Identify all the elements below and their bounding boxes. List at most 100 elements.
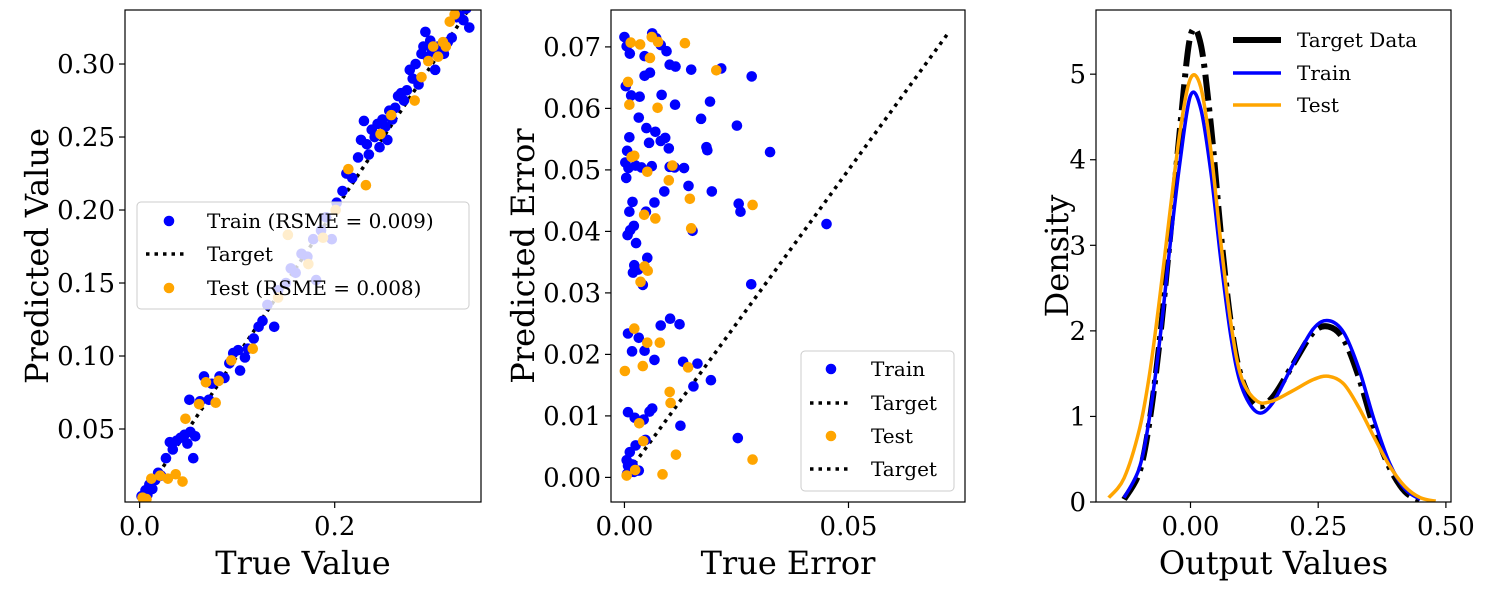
test-point xyxy=(642,265,654,277)
train-point xyxy=(147,483,158,495)
legend-box xyxy=(136,201,470,310)
test-point xyxy=(440,41,452,52)
train-point xyxy=(624,206,635,218)
train-point xyxy=(649,197,660,208)
test-point xyxy=(629,464,641,476)
legend-box xyxy=(800,350,955,492)
y-tick-label: 3 xyxy=(1069,231,1086,261)
axes-frame xyxy=(610,9,966,503)
train-point xyxy=(704,96,716,107)
test-point xyxy=(641,166,653,178)
train-point xyxy=(683,180,694,192)
train-point xyxy=(167,444,179,455)
test-point xyxy=(625,37,637,48)
legend-label: Target xyxy=(871,457,937,481)
test-point xyxy=(624,99,635,111)
train-point xyxy=(358,115,370,127)
train-point xyxy=(410,58,421,70)
train-point xyxy=(663,143,675,154)
train-point xyxy=(337,185,348,197)
test-point xyxy=(360,179,372,191)
train-point xyxy=(821,218,832,230)
test-point xyxy=(449,10,460,20)
train-point xyxy=(352,152,364,163)
test-point xyxy=(180,413,191,425)
test-point xyxy=(619,365,631,377)
train-point xyxy=(705,374,717,386)
test-point xyxy=(652,36,664,48)
train-point xyxy=(688,381,699,392)
x-tick-label: 0.05 xyxy=(820,512,878,542)
train-point xyxy=(655,135,667,147)
axes-frame xyxy=(124,9,482,503)
y-tick-label: 0.02 xyxy=(543,340,601,370)
test-point xyxy=(682,362,694,373)
y-tick-label: 0.10 xyxy=(57,342,115,372)
legend: Train Target Test Target xyxy=(800,350,955,492)
test-point xyxy=(423,55,434,67)
legend-label: Train xyxy=(1297,61,1351,85)
train-point xyxy=(695,113,707,125)
test-point xyxy=(200,376,212,388)
x-tick-label: 0.2 xyxy=(314,512,355,542)
train-point xyxy=(461,10,472,14)
test-point xyxy=(637,435,649,447)
test-point xyxy=(663,175,675,186)
train-point xyxy=(401,84,413,96)
train-point xyxy=(639,345,650,357)
y-tick-label: 0.03 xyxy=(543,279,601,309)
y-tick-label: 0 xyxy=(1069,488,1086,518)
test-point xyxy=(635,276,646,288)
x-axis-title: True Value xyxy=(215,544,390,582)
test-point xyxy=(664,386,676,398)
test-curve xyxy=(1107,73,1437,502)
train-point xyxy=(624,48,636,59)
x-axis-title: True Error xyxy=(701,544,877,582)
train-point xyxy=(732,432,744,444)
train-point xyxy=(160,452,172,464)
legend: Train (RSME = 0.009) Target Test (RSME = 0… xyxy=(136,201,470,310)
test-point xyxy=(657,469,668,480)
test-point xyxy=(375,128,386,140)
train-point xyxy=(620,172,632,184)
train-point xyxy=(624,132,635,143)
test-point xyxy=(146,473,157,484)
train-point xyxy=(735,206,746,218)
train-point xyxy=(374,141,385,153)
y-tick-label: 2 xyxy=(1069,317,1086,347)
train-point xyxy=(187,452,199,464)
train-point xyxy=(182,438,193,449)
legend-label: Train (RSME = 0.009) xyxy=(207,209,434,233)
y-tick-label: 0.07 xyxy=(543,33,601,63)
test-point xyxy=(626,151,637,163)
test-point xyxy=(213,375,224,387)
y-axis-title: Predicted Value xyxy=(18,128,56,384)
train-point xyxy=(463,22,475,33)
test-point xyxy=(634,39,646,50)
train-point xyxy=(675,420,686,432)
test-point xyxy=(170,468,182,480)
target-line xyxy=(138,10,470,502)
train-point xyxy=(661,45,672,57)
train-point xyxy=(745,278,757,290)
plot-area xyxy=(619,28,949,481)
train-point xyxy=(184,394,195,406)
test-point xyxy=(385,109,397,121)
test-point xyxy=(210,397,222,409)
legend-marker-test xyxy=(825,430,837,442)
test-point xyxy=(633,417,645,429)
legend-label: Test xyxy=(871,424,913,448)
test-point xyxy=(665,397,676,409)
test-point xyxy=(226,355,237,366)
legend-label: Target xyxy=(207,242,273,266)
test-point xyxy=(416,71,427,83)
train-point xyxy=(692,358,703,369)
train-point xyxy=(239,352,251,363)
test-point xyxy=(747,199,758,211)
panel-predicted-vs-true-value: 0.0 0.2 0.05 0.10 0.15 0.20 0.25 0.30 True Value… xyxy=(18,9,482,582)
test-point xyxy=(644,52,656,64)
train-point xyxy=(429,64,441,76)
train-point xyxy=(625,90,637,101)
y-tick-label: 0.00 xyxy=(543,463,601,493)
train-point xyxy=(630,237,642,249)
